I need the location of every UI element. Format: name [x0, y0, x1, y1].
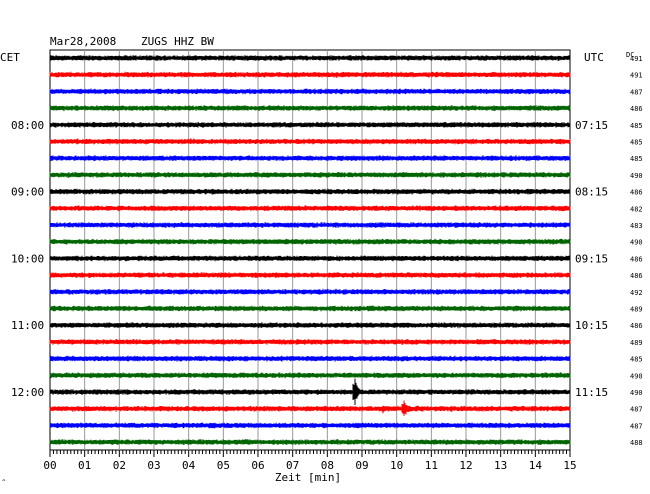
dc-offset-label: 489	[630, 339, 643, 347]
x-tick-label: 10	[390, 459, 403, 472]
right-hour-label: 08:15	[575, 186, 608, 199]
left-hour-label: 11:00	[11, 319, 44, 332]
traces	[49, 55, 571, 446]
x-tick-label: 08	[321, 459, 334, 472]
x-tick-label: 02	[113, 459, 126, 472]
left-hour-label: 12:00	[11, 386, 44, 399]
trace-line	[49, 105, 571, 112]
dc-offset-label: 485	[630, 356, 643, 364]
trace-line	[49, 422, 571, 429]
right-hour-label: 11:15	[575, 386, 608, 399]
trace-line	[49, 188, 571, 195]
dc-offset-label: 486	[630, 189, 643, 197]
trace-line	[49, 439, 571, 446]
x-tick-label: 06	[251, 459, 264, 472]
station-label: ZUGS HHZ BW	[141, 35, 214, 48]
right-hour-label: 09:15	[575, 252, 608, 265]
left-hour-label: 09:00	[11, 186, 44, 199]
dc-offset-label: 486	[630, 255, 643, 263]
dc-offset-label: 486	[630, 105, 643, 113]
right-hour-label: 07:15	[575, 119, 608, 132]
left-timezone-label: CET	[0, 51, 20, 64]
dc-offset-label: 490	[630, 372, 643, 380]
dc-offset-label: 491	[630, 55, 643, 63]
dc-offset-label: 482	[630, 205, 643, 213]
trace-line	[49, 378, 571, 405]
dc-offset-label: 485	[630, 155, 643, 163]
trace-line	[49, 55, 571, 61]
date-label: Mar28,2008	[50, 35, 116, 48]
trace-line	[49, 322, 571, 329]
trace-line	[49, 305, 571, 312]
left-hour-labels: 08:00 09:00 10:00 11:00 12:00	[11, 119, 44, 399]
dc-offset-label: 487	[630, 422, 643, 430]
grid-lines	[84, 50, 536, 450]
dc-offset-labels: 491 491 487 486 485 485 485 490 486 482 483 490 486 4…	[630, 55, 643, 447]
trace-line	[49, 172, 571, 178]
trace-line	[49, 355, 571, 362]
dc-offset-label: 487	[630, 88, 643, 96]
dc-offset-label: 485	[630, 122, 643, 130]
x-axis: 00 01 02 03 04 05 06 07 08 09 10 11 12 13 14 15	[43, 450, 577, 472]
trace-line	[49, 71, 571, 78]
right-timezone-label: UTC	[584, 51, 604, 64]
x-tick-label: 03	[147, 459, 160, 472]
dc-offset-label: 486	[630, 322, 643, 330]
dc-offset-label: 489	[630, 306, 643, 314]
dc-header-label: DC	[626, 51, 634, 59]
dc-offset-label: 487	[630, 406, 643, 414]
trace-line	[49, 238, 571, 245]
trace-line	[49, 155, 571, 162]
x-tick-label: 15	[563, 459, 576, 472]
corner-mark: ^	[2, 479, 6, 486]
dc-offset-label: 483	[630, 222, 643, 230]
dc-offset-label: 491	[630, 72, 643, 80]
left-hour-label: 08:00	[11, 119, 44, 132]
trace-line	[49, 138, 571, 145]
trace-line	[49, 121, 571, 128]
x-tick-label: 12	[459, 459, 472, 472]
dc-offset-label: 488	[630, 439, 643, 447]
trace-line	[49, 272, 571, 278]
x-tick-label: 14	[529, 459, 543, 472]
right-hour-label: 10:15	[575, 319, 608, 332]
x-tick-label: 01	[78, 459, 91, 472]
dc-offset-label: 490	[630, 389, 643, 397]
x-tick-label: 07	[286, 459, 299, 472]
x-tick-label: 04	[182, 459, 196, 472]
dc-offset-label: 486	[630, 272, 643, 280]
trace-line	[49, 400, 571, 416]
x-tick-label: 00	[43, 459, 56, 472]
x-axis-label: Zeit [min]	[275, 471, 341, 484]
dc-offset-label: 490	[630, 172, 643, 180]
right-hour-labels: 07:15 08:15 09:15 10:15 11:15	[575, 119, 608, 399]
trace-line	[49, 205, 571, 212]
x-tick-label: 11	[425, 459, 438, 472]
trace-line	[49, 288, 571, 295]
left-hour-label: 10:00	[11, 252, 44, 265]
trace-line	[49, 338, 571, 345]
dc-offset-label: 492	[630, 289, 643, 297]
trace-line	[49, 222, 571, 228]
trace-line	[49, 372, 571, 379]
dc-offset-label: 485	[630, 139, 643, 147]
dc-offset-label: 490	[630, 239, 643, 247]
trace-line	[49, 88, 571, 95]
x-tick-label: 09	[355, 459, 368, 472]
trace-line	[49, 255, 571, 262]
x-tick-label: 13	[494, 459, 507, 472]
x-tick-label: 05	[217, 459, 230, 472]
